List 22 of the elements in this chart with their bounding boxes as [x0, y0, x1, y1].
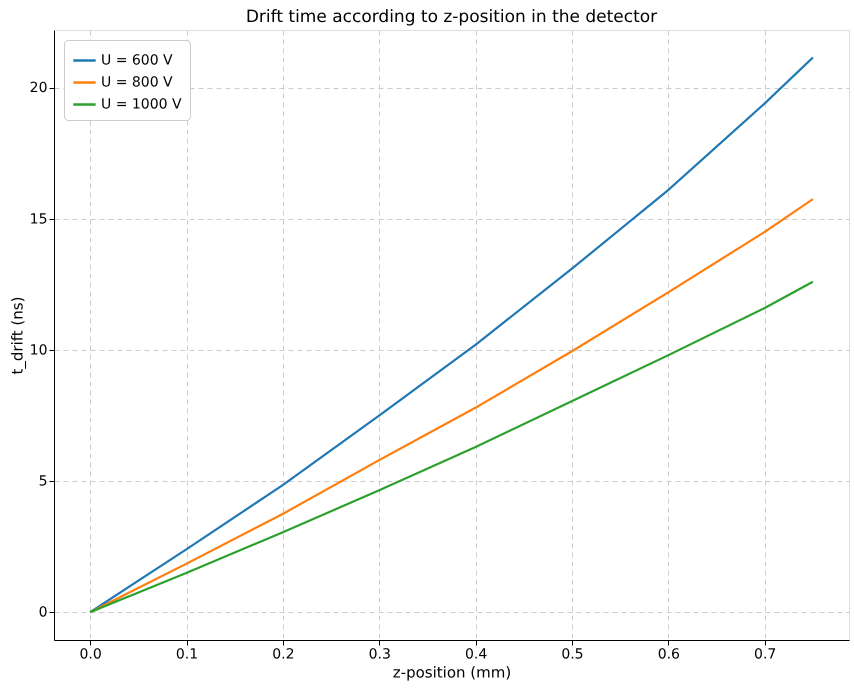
x-tick-label: 0.4: [464, 646, 488, 662]
chart-title: Drift time according to z-position in the detector: [246, 7, 658, 27]
y-tick-label: 15: [30, 211, 48, 228]
y-tick-label: 10: [30, 342, 48, 358]
line-series: [89, 198, 814, 614]
x-axis-title: z-position (mm): [392, 664, 512, 682]
x-tick-label: 0.6: [658, 646, 680, 662]
x-tick-label: 0.5: [561, 646, 584, 662]
x-tick-label: 0.0: [80, 646, 102, 662]
legend-label: U = 1000 V: [101, 96, 182, 112]
y-axis-title: t_drift (ns): [8, 296, 27, 374]
x-tick-label: 0.1: [176, 646, 198, 662]
x-tick-label: 0.2: [272, 646, 294, 662]
line-series: [89, 56, 814, 614]
x-tick-label: 0.7: [754, 646, 776, 662]
line-series: [89, 280, 814, 614]
y-tick-label: 0: [38, 604, 48, 621]
x-tick-label: 0.3: [368, 646, 391, 662]
y-tick-label: 20: [30, 80, 48, 96]
y-tick-label: 5: [38, 474, 48, 490]
legend-label: U = 800 V: [101, 74, 174, 90]
legend-label: U = 600 V: [101, 52, 174, 68]
